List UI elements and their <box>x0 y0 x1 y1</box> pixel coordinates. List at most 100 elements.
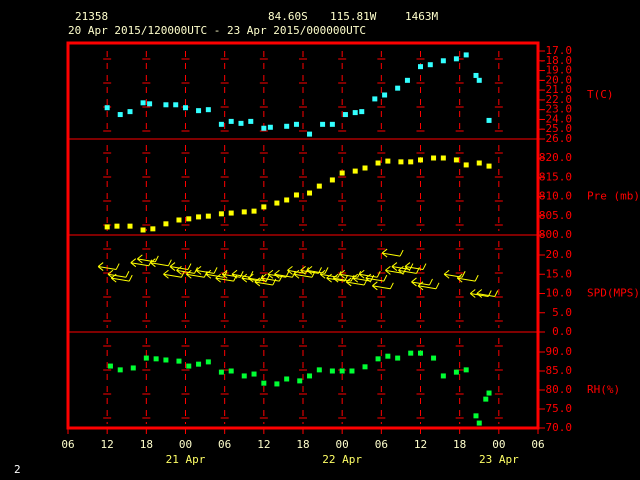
point <box>440 373 446 379</box>
y-tick-label: 80.0 <box>546 383 573 396</box>
point <box>241 209 247 215</box>
point <box>173 102 179 108</box>
wind-barb <box>231 269 254 279</box>
wind-barb <box>107 269 130 279</box>
y-tick-label: 820.0 <box>539 151 572 164</box>
wind-barb <box>185 269 208 279</box>
x-tick-label: 06 <box>61 438 74 451</box>
point <box>163 221 169 227</box>
wind-barb <box>176 266 198 275</box>
point <box>307 190 313 196</box>
y-tick-label: 15.0 <box>546 267 573 280</box>
wind-barb <box>137 254 159 264</box>
y-tick-label: 0.0 <box>552 325 572 338</box>
point <box>186 363 192 369</box>
point <box>418 64 423 70</box>
point <box>117 367 123 373</box>
wind-barb <box>274 269 296 279</box>
point <box>218 211 224 217</box>
point <box>251 371 257 377</box>
point <box>440 155 446 161</box>
point <box>395 85 401 91</box>
point <box>382 92 388 98</box>
point <box>163 357 169 363</box>
wind-barb <box>443 269 466 279</box>
wind-barb <box>345 277 368 287</box>
point <box>431 355 437 361</box>
point <box>375 160 381 166</box>
y-tick-label: 5.0 <box>552 306 572 319</box>
wind-barb <box>293 269 316 279</box>
point <box>362 364 368 370</box>
point <box>316 367 322 373</box>
y-tick-label: 20.0 <box>546 248 573 261</box>
point <box>176 358 182 364</box>
point <box>127 223 133 229</box>
y-tick-label: -25.0 <box>539 122 572 135</box>
point <box>398 159 404 165</box>
point <box>473 72 479 78</box>
y-tick-label: 70.0 <box>546 421 573 434</box>
point <box>320 121 326 127</box>
longitude: 115.81W <box>330 10 377 23</box>
point <box>196 214 202 220</box>
wind-barb <box>476 289 499 298</box>
point <box>486 163 492 169</box>
point <box>427 62 433 68</box>
x-tick-label: 06 <box>375 438 388 451</box>
wind-barb <box>254 277 277 287</box>
point <box>284 376 290 382</box>
point <box>186 216 192 222</box>
point <box>228 118 234 124</box>
point <box>440 58 446 64</box>
point <box>140 227 146 233</box>
x-tick-label: 12 <box>257 438 270 451</box>
page-number: 2 <box>14 463 21 476</box>
x-tick-label: 00 <box>336 438 349 451</box>
point <box>307 373 313 379</box>
wind-barb <box>130 258 153 268</box>
wind-barb <box>339 269 362 279</box>
y-tick-label: -21.0 <box>539 83 572 96</box>
wind-barb <box>215 273 238 283</box>
point <box>205 213 211 219</box>
wind-barb <box>372 281 394 291</box>
x-day-label: 22 Apr <box>322 453 362 466</box>
point <box>293 121 299 127</box>
wind-barb <box>97 262 120 271</box>
x-tick-label: 18 <box>453 438 466 451</box>
point <box>205 107 211 113</box>
x-tick-label: 12 <box>101 438 114 451</box>
station-id: 21358 <box>75 10 108 23</box>
point <box>362 165 368 171</box>
point <box>486 390 492 396</box>
wind-barb <box>417 281 440 291</box>
point <box>316 183 322 189</box>
wind-barb <box>404 262 427 271</box>
y-tick-label: 85.0 <box>546 364 573 377</box>
point <box>274 381 280 387</box>
point <box>114 223 120 229</box>
x-tick-label: 12 <box>414 438 427 451</box>
point <box>418 157 423 163</box>
point <box>104 105 110 111</box>
point <box>352 168 358 174</box>
y-tick-label: -22.0 <box>539 93 572 106</box>
y-tick-label: 800.0 <box>539 228 572 241</box>
point <box>248 118 254 124</box>
point <box>297 378 303 384</box>
wind-barb <box>391 262 414 271</box>
point <box>339 368 345 374</box>
point <box>238 120 244 126</box>
y-tick-label: 810.0 <box>539 190 572 203</box>
point <box>284 197 290 203</box>
point <box>183 105 188 111</box>
point <box>218 121 224 127</box>
wind-barb <box>169 262 192 271</box>
y-axis-label: SPD(MPS) <box>587 287 640 300</box>
point <box>476 160 482 166</box>
wind-barb <box>381 248 404 258</box>
point <box>196 361 202 367</box>
wind-barb <box>205 269 228 279</box>
